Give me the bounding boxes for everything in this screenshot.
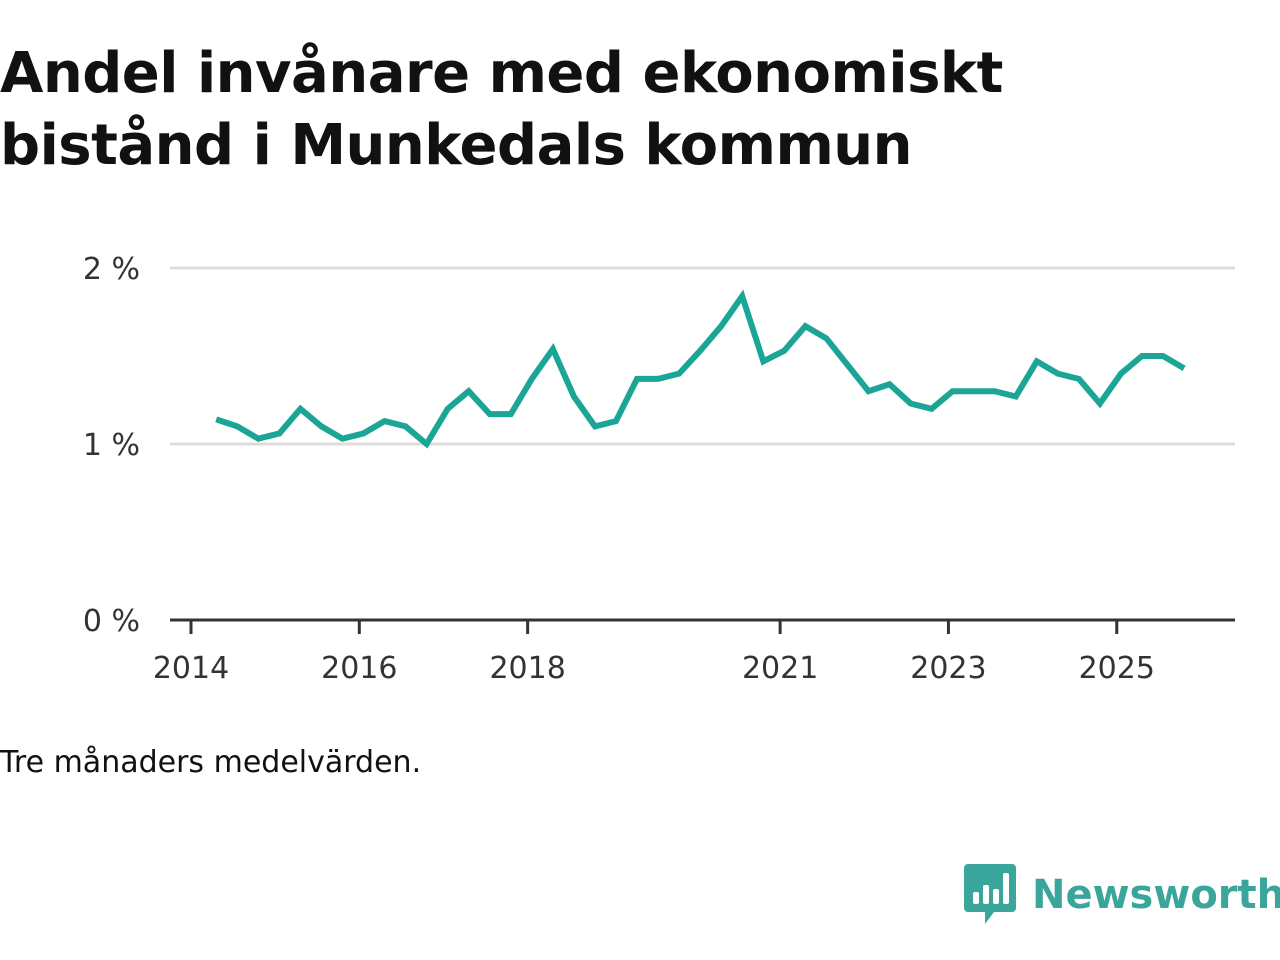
x-tick-label: 2023	[910, 651, 986, 686]
series-layer	[215, 289, 1186, 449]
x-tick-label: 2018	[489, 651, 565, 686]
x-tick-label: 2014	[153, 651, 229, 686]
y-axis-tick-labels: 0 % 1 % 2 %	[83, 252, 140, 639]
brand-logo: Newsworthy	[964, 864, 1280, 926]
y-tick-label: 1 %	[83, 428, 140, 463]
x-tick-label: 2025	[1079, 651, 1155, 686]
newsworthy-logo-icon	[964, 864, 1016, 924]
x-tick-label: 2021	[742, 651, 818, 686]
brand-name: Newsworthy	[1032, 872, 1280, 918]
series-line	[215, 289, 1186, 449]
grid-lines	[170, 266, 1235, 446]
chart-title: Andel invånare med ekonomiskt bistånd i …	[0, 41, 1003, 178]
y-tick-label: 2 %	[83, 252, 140, 287]
x-tick-label: 2016	[321, 651, 397, 686]
x-axis	[170, 618, 1235, 634]
chart-footnote: Tre månaders medelvärden.	[0, 745, 422, 780]
x-axis-tick-labels: 2014 2016 2018 2021 2023 2025	[153, 651, 1155, 686]
line-chart: 0 % 1 % 2 % 2014 2016 2018 2021 2023 2025	[83, 252, 1235, 686]
y-tick-label: 0 %	[83, 604, 140, 639]
